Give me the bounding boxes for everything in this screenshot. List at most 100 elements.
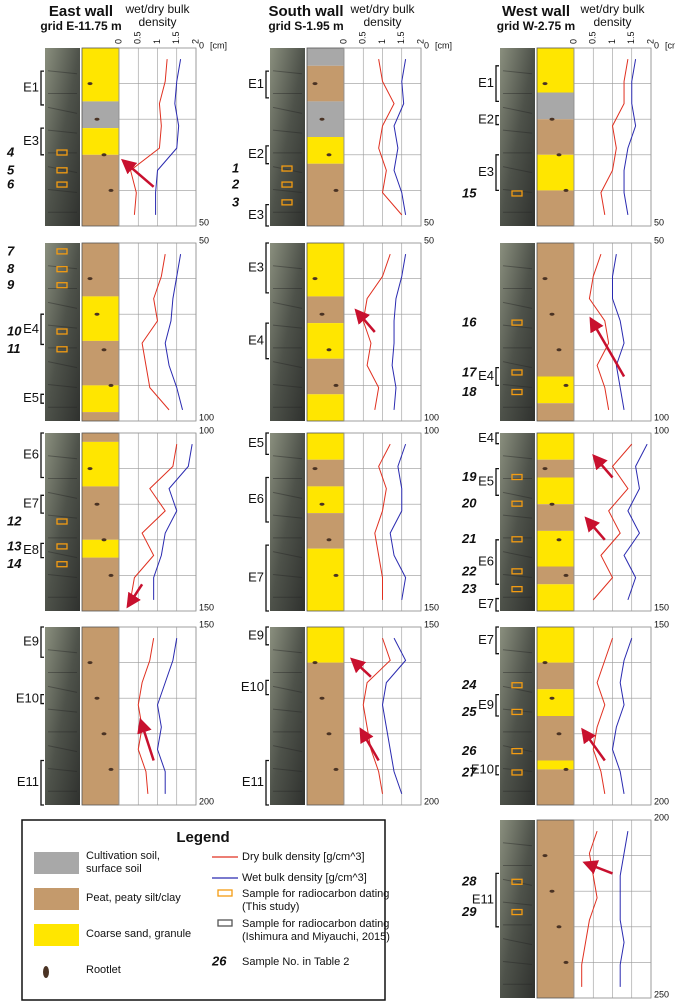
unit-label: E9 bbox=[23, 634, 39, 649]
photo-texture bbox=[272, 455, 303, 460]
unit-label: E1 bbox=[23, 79, 39, 94]
density-curve bbox=[623, 59, 637, 215]
rootlet bbox=[549, 502, 555, 506]
unit-label: E6 bbox=[248, 491, 264, 506]
unit-label: E1 bbox=[248, 76, 264, 91]
rootlet bbox=[94, 502, 100, 506]
wall-grid: grid S-1.95 m bbox=[268, 19, 343, 33]
sample-number: 2 bbox=[231, 176, 240, 191]
photo-texture bbox=[272, 573, 303, 578]
unit-bracket bbox=[265, 242, 269, 294]
core-photo bbox=[270, 243, 305, 421]
rootlet bbox=[101, 153, 107, 157]
density-curve bbox=[374, 443, 391, 600]
unit-label: E7 bbox=[478, 632, 494, 647]
x-tick-label: 0 bbox=[113, 39, 123, 44]
photo-texture bbox=[272, 491, 303, 499]
photo-texture bbox=[502, 901, 533, 906]
sample-box bbox=[511, 708, 523, 716]
legend-sample-number: 26 bbox=[211, 953, 227, 968]
lithology-layer bbox=[307, 627, 344, 663]
sample-box bbox=[56, 282, 68, 289]
photo-texture bbox=[47, 551, 78, 559]
photo-texture bbox=[47, 106, 78, 114]
photo-texture bbox=[502, 514, 533, 519]
unit-bracket bbox=[265, 145, 269, 165]
unit-label: E5 bbox=[248, 435, 264, 450]
lithology-layer bbox=[307, 163, 344, 226]
sample-number: 19 bbox=[462, 469, 477, 484]
lithology-layer bbox=[307, 243, 344, 297]
unit-bracket bbox=[495, 539, 499, 585]
rootlet bbox=[94, 117, 100, 121]
legend-text: Sample for radiocarbon dating bbox=[242, 918, 389, 930]
photo-texture bbox=[502, 166, 533, 174]
x-tick-label: 1 bbox=[377, 39, 387, 44]
rootlet bbox=[94, 696, 100, 700]
sample-box bbox=[56, 167, 68, 174]
lithology-layer bbox=[307, 137, 344, 164]
wall-grid: grid W-2.75 m bbox=[497, 19, 575, 33]
sample-box bbox=[281, 199, 293, 206]
depth-label: 200 bbox=[654, 812, 669, 822]
lithology-layer bbox=[82, 433, 119, 442]
sample-box bbox=[511, 878, 523, 885]
depth-label: 200 bbox=[424, 796, 439, 806]
sample-box bbox=[511, 568, 523, 575]
rootlet bbox=[312, 467, 318, 471]
depth-label: 150 bbox=[199, 619, 214, 629]
lithology-layer bbox=[307, 548, 344, 611]
unit-label: E8 bbox=[23, 542, 39, 557]
rootlet bbox=[319, 312, 325, 316]
rootlet bbox=[549, 312, 555, 316]
legend-text: (Ishimura and Miyauchi, 2015) bbox=[242, 931, 390, 943]
photo-texture bbox=[272, 514, 303, 519]
depth-label: 50 bbox=[199, 217, 209, 227]
rootlet bbox=[319, 117, 325, 121]
arrow bbox=[137, 717, 155, 761]
unit-label: E9 bbox=[248, 627, 264, 642]
photo-texture bbox=[272, 745, 303, 753]
photo-texture bbox=[502, 455, 533, 460]
arrow bbox=[584, 516, 606, 541]
sample-number: 28 bbox=[461, 874, 477, 889]
unit-label: E9 bbox=[478, 697, 494, 712]
photo-texture bbox=[47, 491, 78, 499]
lithology-layer bbox=[537, 119, 574, 155]
rootlet bbox=[556, 925, 562, 929]
x-tick-label: 1 bbox=[152, 39, 162, 44]
unit-label: E3 bbox=[23, 133, 39, 148]
depth-unit: [cm] bbox=[435, 40, 452, 50]
density-curve bbox=[393, 59, 407, 215]
unit-bracket bbox=[495, 114, 499, 126]
lithology-layer bbox=[82, 385, 119, 413]
rootlet bbox=[312, 82, 318, 86]
rootlet bbox=[333, 188, 339, 192]
unit-label: E7 bbox=[23, 496, 39, 511]
lithology-layer bbox=[537, 566, 574, 585]
lithology-layer bbox=[537, 820, 574, 998]
axis-label: wet/dry bulk bbox=[579, 2, 645, 16]
unit-bracket bbox=[265, 432, 269, 456]
legend-swatch bbox=[34, 924, 79, 946]
depth-label: 150 bbox=[424, 602, 439, 612]
arrow bbox=[582, 860, 613, 875]
lithology-layer bbox=[537, 584, 574, 611]
photo-texture bbox=[47, 324, 78, 329]
photo-texture bbox=[502, 383, 533, 388]
density-curve bbox=[362, 637, 391, 794]
sample-number: 3 bbox=[232, 194, 240, 209]
sample-box bbox=[511, 585, 523, 593]
photo-texture bbox=[502, 361, 533, 369]
lithology-layer bbox=[82, 48, 119, 102]
sample-box bbox=[511, 769, 523, 776]
density-curve bbox=[153, 444, 193, 600]
unit-bracket bbox=[40, 759, 44, 806]
lithology-layer bbox=[537, 92, 574, 120]
core-photo bbox=[500, 243, 535, 421]
unit-label: E3 bbox=[248, 207, 264, 222]
lithology-layer bbox=[537, 627, 574, 663]
rootlet bbox=[108, 188, 114, 192]
unit-bracket bbox=[40, 626, 44, 658]
